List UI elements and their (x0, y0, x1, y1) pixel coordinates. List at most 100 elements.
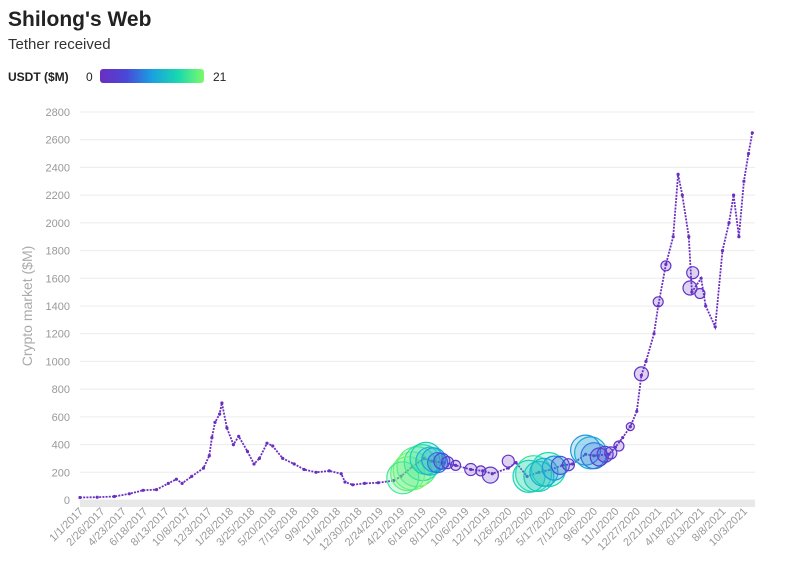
market-point (469, 467, 473, 472)
market-point (339, 472, 343, 476)
market-point (281, 456, 285, 460)
bubble (694, 287, 706, 300)
market-point (112, 494, 116, 499)
market-point (252, 462, 256, 466)
market-point (154, 488, 159, 492)
bubble (427, 452, 449, 474)
market-point (592, 454, 596, 458)
market-point (327, 469, 331, 473)
market-point (257, 456, 261, 460)
y-tick-label: 1400 (46, 301, 70, 313)
market-point (639, 373, 644, 377)
market-point (210, 436, 214, 440)
bubble (523, 460, 555, 492)
market-point (621, 436, 625, 440)
market-series (78, 131, 754, 500)
market-point (376, 481, 380, 485)
market-point (687, 235, 691, 239)
legend-min-label: 0 (86, 70, 93, 84)
market-point (351, 483, 355, 487)
market-line (79, 132, 754, 499)
market-point (141, 488, 145, 492)
bubble (625, 422, 635, 432)
market-point (746, 152, 751, 156)
legend-gradient-bar (100, 69, 204, 83)
market-point (231, 443, 235, 447)
chart-title: Shilong's Web (8, 8, 152, 31)
bubble (682, 280, 698, 296)
market-point (537, 470, 541, 474)
y-tick-label: 2000 (46, 218, 70, 230)
bubble (660, 260, 672, 272)
market-point (218, 412, 222, 416)
y-tick-label: 400 (52, 440, 70, 452)
market-point (628, 425, 632, 429)
market-point (514, 461, 518, 465)
bubble-series (386, 260, 706, 495)
market-point (245, 449, 250, 454)
market-point (78, 495, 82, 500)
y-tick-label: 2800 (46, 107, 70, 119)
y-tick-label: 0 (64, 495, 70, 507)
market-point (362, 481, 367, 485)
market-point (742, 179, 746, 183)
bubble (652, 296, 664, 308)
bubble (686, 266, 700, 280)
market-point (190, 474, 194, 478)
market-point (454, 463, 458, 467)
market-point (690, 290, 694, 294)
bubble (561, 458, 576, 472)
market-point (664, 262, 668, 266)
grid-lines (80, 111, 755, 501)
market-point (490, 472, 494, 476)
y-axis-title: Crypto market ($M) (19, 246, 35, 367)
market-point (292, 462, 296, 466)
y-tick-label: 2400 (46, 162, 70, 174)
x-axis-ticks: 1/1/20172/26/20174/23/20176/18/20178/13/… (47, 506, 750, 553)
market-point (207, 454, 211, 458)
market-point (699, 276, 703, 280)
y-tick-label: 1600 (46, 273, 70, 285)
market-point (732, 193, 736, 197)
market-point (166, 481, 170, 485)
y-axis-ticks: 0 200 400 600 800 1000 1200 1400 1600 1800 2000 220… (46, 107, 70, 507)
bubble (464, 462, 478, 477)
market-point (220, 401, 224, 405)
y-tick-label: 800 (52, 384, 70, 396)
market-point (180, 481, 184, 485)
market-point (635, 409, 639, 413)
bubble (501, 454, 515, 468)
y-tick-label: 600 (52, 412, 70, 424)
market-point (225, 426, 229, 430)
bubble (633, 366, 650, 382)
bubble (475, 465, 487, 477)
market-point (302, 467, 306, 472)
market-point (720, 249, 725, 253)
bubble (613, 440, 625, 452)
y-tick-label: 200 (52, 467, 70, 479)
y-tick-label: 1000 (46, 356, 70, 368)
market-point (676, 172, 680, 176)
market-point (95, 495, 99, 499)
y-tick-label: 2200 (46, 190, 70, 202)
bubble (580, 442, 608, 470)
market-point (680, 193, 684, 197)
market-point (704, 304, 708, 308)
y-tick-label: 1800 (46, 246, 70, 258)
bubble (450, 459, 462, 471)
market-point (265, 441, 269, 445)
legend-max-label: 21 (213, 70, 227, 84)
market-point (644, 359, 648, 363)
market-point (174, 477, 178, 481)
market-point (737, 235, 741, 239)
y-tick-label: 1200 (46, 329, 70, 341)
market-point (713, 325, 717, 329)
market-point (571, 462, 575, 466)
market-point (127, 492, 131, 496)
market-point (750, 131, 754, 135)
market-point (314, 470, 318, 474)
bubble (386, 461, 420, 495)
market-point (213, 420, 217, 424)
market-point (343, 480, 347, 484)
